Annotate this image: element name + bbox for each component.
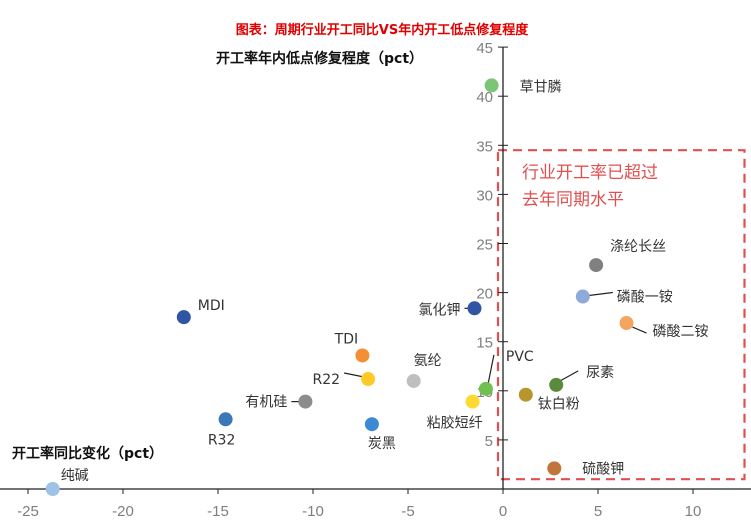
y-tick-label: 5 (485, 433, 493, 450)
data-label: 硫酸钾 (582, 461, 624, 477)
data-point (298, 394, 313, 409)
data-label: 钛白粉 (538, 397, 580, 413)
data-label: 纯碱 (61, 468, 89, 484)
data-point (484, 78, 499, 93)
data-label: R32 (208, 432, 236, 448)
leader-line (559, 370, 579, 382)
data-label: 尿素 (586, 365, 614, 381)
x-tick-label: -5 (401, 503, 414, 520)
data-point (406, 373, 421, 388)
data-label: 草甘膦 (520, 79, 562, 95)
leader-line (588, 291, 613, 297)
data-point (355, 348, 370, 363)
leader-line (632, 326, 647, 334)
y-tick-label: 30 (476, 187, 493, 204)
y-tick-label: 20 (476, 286, 493, 303)
data-point (478, 381, 493, 396)
y-tick-label: 35 (476, 138, 493, 155)
data-point (589, 258, 604, 273)
y-tick-label: 15 (476, 335, 493, 352)
data-point (549, 377, 564, 392)
data-label: 炭黑 (368, 436, 396, 452)
data-point (467, 301, 482, 316)
data-label: PVC (506, 349, 534, 365)
x-axis-title: 开工率同比变化（pct） (12, 445, 163, 462)
annotation-text: 行业开工率已超过 (522, 163, 658, 183)
data-point (465, 394, 480, 409)
data-point (619, 316, 634, 331)
y-axis-title: 开工率年内低点修复程度（pct） (216, 50, 423, 67)
data-label: 磷酸二铵 (653, 324, 709, 340)
data-label: 磷酸一铵 (617, 290, 673, 306)
annotation-text: 去年同期水平 (522, 190, 624, 210)
data-label: TDI (334, 331, 358, 347)
data-point (364, 417, 379, 432)
data-point (547, 461, 562, 476)
y-tick-label: 40 (476, 89, 493, 106)
x-tick-label: 5 (594, 503, 602, 520)
x-tick-label: -10 (302, 503, 324, 520)
data-point (45, 482, 60, 496)
leader-line (487, 354, 495, 385)
data-label: 氯化钾 (419, 302, 461, 318)
data-point (361, 372, 376, 387)
x-tick-label: -25 (17, 503, 39, 520)
x-tick-label: -15 (207, 503, 229, 520)
x-tick-label: -20 (112, 503, 134, 520)
data-label: R22 (313, 372, 341, 388)
data-label: 有机硅 (245, 395, 287, 411)
data-point (575, 289, 590, 304)
data-label: 涤纶长丝 (610, 239, 666, 255)
data-point (518, 387, 533, 402)
leader-line (343, 372, 365, 378)
chart-title: 图表：周期行业开工同比VS年内开工低点修复程度 (236, 22, 529, 38)
annotation-rect (496, 149, 746, 481)
data-label: MDI (198, 298, 225, 314)
data-point (176, 310, 191, 325)
y-tick-label: 45 (476, 40, 493, 57)
x-tick-label: 0 (499, 503, 507, 520)
data-point (218, 412, 233, 427)
y-tick-label: 25 (476, 237, 493, 254)
data-label: 氨纶 (414, 353, 442, 369)
x-tick-label: 10 (685, 503, 702, 520)
data-label: 粘胶短纤 (427, 415, 483, 432)
